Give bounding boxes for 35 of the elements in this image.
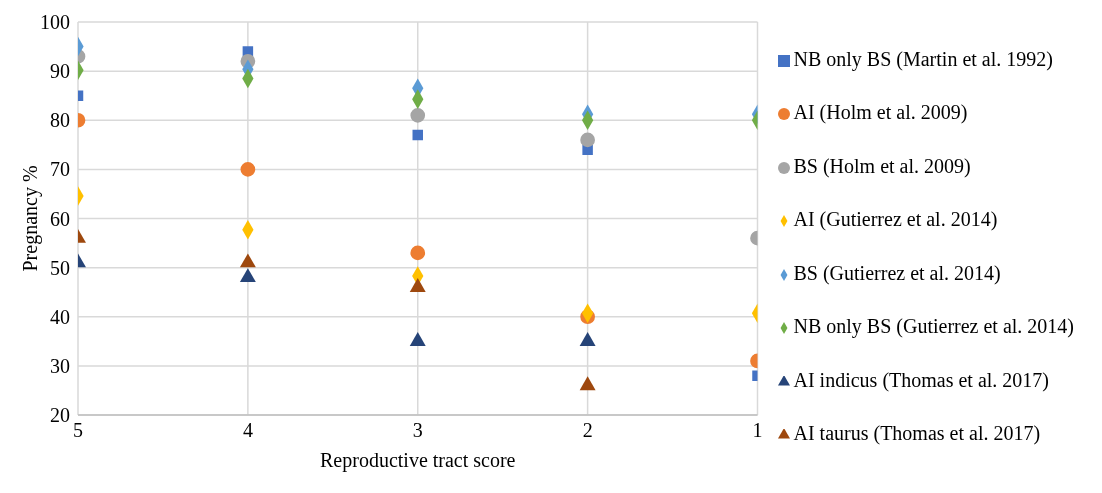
point: [240, 162, 256, 177]
y-tick-label: 60: [50, 207, 70, 230]
x-tick-label: 4: [242, 419, 253, 442]
point: [580, 132, 595, 148]
point: [412, 129, 423, 141]
x-tick-label: 1: [752, 419, 763, 442]
y-tick-label: 70: [50, 158, 70, 181]
y-tick-label: 50: [50, 256, 70, 279]
legend-label: AI (Gutierrez et al. 2014): [793, 208, 998, 230]
point: [579, 332, 596, 346]
x-axis-title: Reproductive tract score: [320, 449, 516, 473]
legend-label: AI indicus (Thomas et al. 2017): [793, 368, 1049, 391]
legend-label: AI taurus (Thomas et al. 2017): [793, 422, 1041, 444]
point: [410, 108, 426, 123]
x-tick-label: 5: [73, 419, 83, 442]
legend-label: BS (Gutierrez et al. 2014): [793, 261, 1001, 284]
legend-label: NB only BS (Gutierrez et al. 2014): [793, 315, 1074, 337]
point: [409, 278, 426, 292]
y-tick-label: 40: [50, 305, 70, 328]
y-axis-title: Pregnancy %: [19, 165, 43, 272]
point: [579, 376, 596, 391]
y-tick-label: 20: [50, 404, 70, 427]
point: [410, 245, 426, 261]
x-tick-label: 2: [582, 419, 593, 442]
point: [239, 268, 256, 283]
point: [409, 332, 426, 346]
x-tick-label: 3: [412, 419, 423, 442]
y-tick-label: 80: [50, 109, 70, 132]
y-tick-label: 100: [40, 11, 70, 34]
legend-label: NB only BS (Martin et al. 1992): [793, 47, 1053, 70]
y-tick-label: 90: [50, 60, 70, 83]
point: [239, 253, 256, 268]
legend-label: AI (Holm et al. 2009): [793, 101, 968, 123]
legend-label: BS (Holm et al. 2009): [793, 154, 971, 177]
y-tick-label: 30: [50, 354, 70, 377]
